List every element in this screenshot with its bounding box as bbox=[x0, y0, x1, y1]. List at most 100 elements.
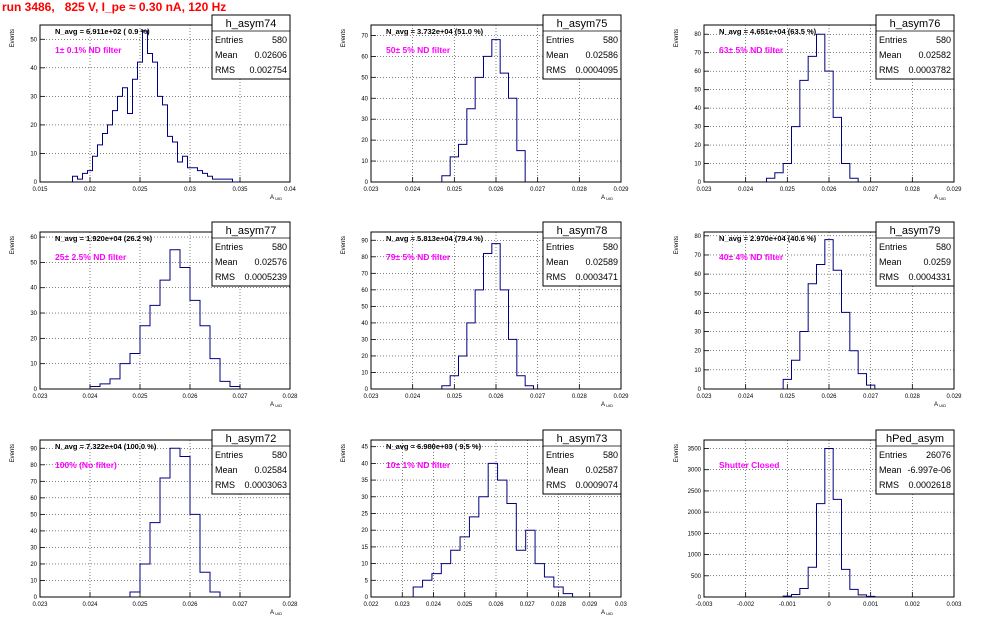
y-tick-label: 0 bbox=[34, 595, 38, 601]
histogram-bin bbox=[492, 244, 500, 389]
histogram-name: h_asym77 bbox=[226, 225, 277, 237]
histogram-bin bbox=[190, 300, 200, 389]
x-tick-label: 0.026 bbox=[821, 394, 837, 400]
histogram-bin bbox=[544, 577, 553, 597]
histogram-bin bbox=[516, 550, 525, 597]
stats-value: 580 bbox=[936, 35, 951, 45]
histogram-curve bbox=[89, 249, 241, 389]
stats-label: Entries bbox=[546, 35, 575, 45]
stats-box-frame bbox=[875, 221, 955, 287]
histogram-bin bbox=[467, 109, 475, 182]
stats-box: h_asym74 Entries 580 Mean 0.02606 RMS 0.002754 bbox=[211, 14, 291, 80]
stats-box-frame bbox=[542, 14, 622, 80]
y-tick-label: 10 bbox=[694, 162, 701, 168]
y-tick-label: 50 bbox=[361, 75, 368, 81]
y-tick-label: 60 bbox=[361, 54, 368, 60]
histogram-bin bbox=[792, 360, 800, 389]
histogram-bin bbox=[817, 265, 825, 389]
histogram-panel-h_asym75: 0.023 0.024 0.025 0.026 0.027 0.028 0.029 0 10 20… bbox=[341, 14, 629, 201]
navg-label: N_avg = 7.322e+04 (100.0 %) bbox=[55, 442, 157, 451]
y-tick-label: 70 bbox=[694, 51, 701, 57]
stats-value: 0.002754 bbox=[249, 65, 287, 75]
histogram-bin bbox=[800, 589, 808, 597]
y-tick-label: 70 bbox=[30, 479, 37, 485]
histogram-bin bbox=[563, 594, 572, 597]
y-tick-label: 15 bbox=[361, 545, 368, 551]
x-tick-label: 0.028 bbox=[551, 602, 567, 608]
histogram-bin bbox=[78, 179, 83, 182]
y-axis-label: Events bbox=[10, 236, 16, 254]
y-tick-label: 35 bbox=[361, 478, 368, 484]
x-tick-label: 0.028 bbox=[572, 187, 588, 193]
y-tick-label: 20 bbox=[361, 138, 368, 144]
y-tick-label: 1500 bbox=[688, 531, 702, 537]
y-tick-label: 30 bbox=[361, 117, 368, 123]
y-tick-label: 10 bbox=[361, 562, 368, 568]
x-tick-label: 0.026 bbox=[488, 602, 504, 608]
histogram-bin bbox=[825, 448, 833, 597]
x-tick-label: 0.027 bbox=[863, 394, 879, 400]
plot-frame bbox=[39, 24, 291, 183]
y-tick-label: 0 bbox=[698, 180, 702, 186]
histogram-bin bbox=[140, 326, 150, 389]
y-tick-label: 0 bbox=[365, 180, 369, 186]
histogram-bin bbox=[150, 523, 160, 597]
y-tick-label: 20 bbox=[361, 354, 368, 360]
filter-label: 100% (No filter) bbox=[55, 460, 117, 470]
histogram-bin bbox=[93, 156, 98, 182]
histogram-bin bbox=[842, 312, 850, 389]
y-tick-label: 10 bbox=[694, 368, 701, 374]
navg-label: N_avg = 6.911e+02 ( 0.9 %) bbox=[55, 27, 150, 36]
histogram-bin bbox=[484, 56, 492, 182]
x-axis-label: A UID bbox=[270, 402, 282, 408]
histogram-bin bbox=[451, 550, 460, 597]
x-axis-label: A UID bbox=[934, 402, 946, 408]
histogram-bin bbox=[800, 80, 808, 182]
x-tick-label: 0.028 bbox=[905, 187, 921, 193]
x-tick-label: 0.024 bbox=[82, 602, 98, 608]
stats-value: 26076 bbox=[926, 450, 951, 460]
histogram-bin bbox=[850, 351, 858, 389]
histogram-bin bbox=[130, 354, 140, 389]
histogram-bin bbox=[441, 564, 450, 597]
x-tick-label: 0.023 bbox=[696, 187, 712, 193]
stats-value: 0.02586 bbox=[585, 50, 618, 60]
stats-box-frame bbox=[211, 14, 291, 80]
x-tick-label: 0.025 bbox=[457, 602, 473, 608]
histogram-name: h_asym72 bbox=[226, 433, 277, 445]
histogram-bin bbox=[783, 164, 791, 182]
x-tick-label: 0.027 bbox=[232, 394, 248, 400]
histogram-bin bbox=[526, 530, 535, 597]
x-tick-label: 0.035 bbox=[232, 187, 248, 193]
histogram-bin bbox=[509, 339, 517, 389]
histogram-bin bbox=[500, 290, 508, 389]
histogram-curve bbox=[72, 30, 238, 183]
histogram-bin bbox=[442, 176, 450, 182]
y-tick-label: 0 bbox=[365, 595, 369, 601]
histogram-curve bbox=[412, 462, 574, 597]
histogram-bin bbox=[423, 580, 432, 597]
histogram-bin bbox=[183, 156, 188, 182]
plot-frame bbox=[39, 439, 291, 598]
filter-label: 10± 1% ND filter bbox=[386, 460, 451, 470]
histogram-bin bbox=[83, 173, 88, 182]
histogram-bin bbox=[817, 34, 825, 182]
x-tick-label: 0.028 bbox=[572, 394, 588, 400]
histogram-bin bbox=[488, 463, 497, 597]
histogram-bin bbox=[160, 280, 170, 389]
navg-label: N_avg = 6.980e+03 ( 9.5 %) bbox=[386, 442, 482, 451]
stats-value: 0.02606 bbox=[254, 50, 287, 60]
y-tick-label: 80 bbox=[694, 234, 701, 240]
stats-label: Entries bbox=[215, 242, 244, 252]
y-axis-label: Events bbox=[10, 444, 16, 462]
x-tick-label: 0.025 bbox=[780, 394, 796, 400]
histogram-bin bbox=[858, 374, 866, 389]
stats-label: RMS bbox=[215, 272, 235, 282]
histogram-curve bbox=[782, 239, 876, 389]
y-tick-label: 25 bbox=[361, 511, 368, 517]
x-tick-label: 0 bbox=[827, 602, 831, 608]
histogram-bin bbox=[113, 111, 118, 182]
y-tick-label: 5 bbox=[365, 578, 369, 584]
y-tick-label: 50 bbox=[361, 304, 368, 310]
navg-label: N_avg = 5.813e+04 (79.4 %) bbox=[386, 234, 484, 243]
